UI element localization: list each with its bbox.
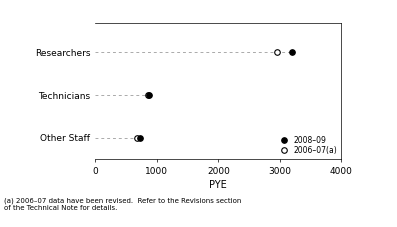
X-axis label: PYE: PYE [210, 180, 227, 190]
Text: (a) 2006–07 data have been revised.  Refer to the Revisions section
of the Techn: (a) 2006–07 data have been revised. Refe… [4, 197, 241, 211]
Legend: 2008–09, 2006–07(a): 2008–09, 2006–07(a) [276, 136, 337, 155]
